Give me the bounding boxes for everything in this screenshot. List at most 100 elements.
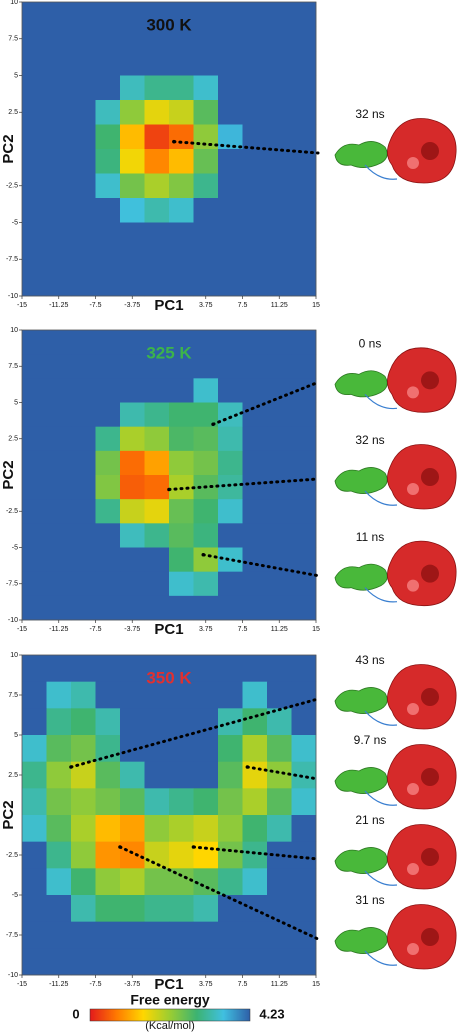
protein-helix bbox=[421, 768, 439, 786]
heatmap-cell bbox=[120, 75, 145, 101]
heatmap-cell bbox=[95, 247, 121, 272]
heatmap-cell bbox=[46, 841, 72, 869]
heatmap-cell bbox=[22, 222, 47, 248]
heatmap-cell bbox=[144, 330, 170, 355]
annotation-point bbox=[201, 552, 206, 557]
heatmap-cell bbox=[242, 523, 268, 548]
protein-linker bbox=[364, 490, 398, 506]
heatmap-cell bbox=[22, 841, 47, 869]
heatmap-cell bbox=[267, 571, 292, 597]
heatmap-cell bbox=[22, 330, 47, 355]
heatmap-cell bbox=[169, 815, 194, 842]
heatmap-cell bbox=[71, 198, 96, 223]
heatmap-cell bbox=[120, 708, 145, 736]
heatmap-cell bbox=[46, 198, 72, 223]
annotation-line bbox=[118, 845, 320, 941]
heatmap-cell bbox=[193, 100, 219, 125]
heatmap-cell bbox=[71, 841, 96, 869]
heatmap-cell bbox=[71, 222, 96, 248]
heatmap-cell bbox=[193, 378, 219, 403]
heatmap-cell bbox=[291, 75, 317, 101]
heatmap-cell bbox=[218, 26, 243, 52]
x-axis-label: PC1 bbox=[154, 621, 183, 638]
heatmap-cell bbox=[169, 173, 194, 199]
heatmap-cell bbox=[267, 247, 292, 272]
heatmap-cell bbox=[267, 173, 292, 199]
heatmap-cell bbox=[242, 75, 268, 101]
heatmap-cell bbox=[169, 761, 194, 789]
annotation-label: 31 ns bbox=[355, 893, 384, 907]
y-tick-label: -5 bbox=[12, 892, 18, 899]
heatmap-cell bbox=[144, 708, 170, 736]
heatmap-cell bbox=[46, 149, 72, 174]
heatmap-cell bbox=[242, 402, 268, 427]
x-tick-label: 15 bbox=[312, 302, 320, 309]
heatmap-cell bbox=[169, 681, 194, 709]
y-tick-label: -10 bbox=[8, 972, 18, 979]
heatmap-cell bbox=[242, 499, 268, 524]
y-tick-label: 2.5 bbox=[8, 772, 18, 779]
heatmap-cell bbox=[22, 571, 47, 597]
heatmap-cell bbox=[95, 198, 121, 223]
heatmap-cell bbox=[218, 948, 243, 976]
heatmap-cell bbox=[218, 571, 243, 597]
y-tick-label: 10 bbox=[10, 652, 18, 659]
heatmap-cell bbox=[144, 595, 170, 621]
heatmap-cell bbox=[46, 2, 72, 27]
heatmap-cell bbox=[144, 921, 170, 949]
heatmap-cell bbox=[71, 788, 96, 816]
heatmap-cell bbox=[95, 354, 121, 379]
heatmap-cell bbox=[46, 708, 72, 736]
heatmap-cell bbox=[120, 402, 145, 427]
annotation-point bbox=[167, 487, 171, 492]
heatmap-cell bbox=[144, 2, 170, 27]
heatmap-cell bbox=[193, 149, 219, 174]
heatmap-cell bbox=[71, 173, 96, 199]
heatmap-cell bbox=[120, 330, 145, 355]
heatmap-cell bbox=[95, 681, 121, 709]
heatmap-cell bbox=[120, 222, 145, 248]
protein-domain-green bbox=[334, 563, 388, 591]
heatmap-cell bbox=[291, 571, 317, 597]
heatmap-cell bbox=[242, 475, 268, 500]
annotation-label: 11 ns bbox=[356, 530, 384, 544]
heatmap-cell bbox=[120, 247, 145, 272]
heatmap-cell bbox=[193, 655, 219, 682]
heatmap-cell bbox=[71, 124, 96, 150]
heatmap-cell bbox=[267, 475, 292, 500]
heatmap-cell bbox=[46, 26, 72, 52]
annotation-point bbox=[69, 765, 73, 769]
heatmap-cell bbox=[242, 124, 268, 150]
heatmap-cell bbox=[120, 450, 145, 476]
heatmap-cell bbox=[46, 124, 72, 150]
heatmap-cell bbox=[291, 708, 317, 736]
heatmap-cell bbox=[169, 330, 194, 355]
heatmap-cell bbox=[267, 450, 292, 476]
protein-helix bbox=[407, 157, 419, 169]
heatmap-cell bbox=[46, 354, 72, 379]
heatmap-cell bbox=[144, 571, 170, 597]
protein-helix bbox=[407, 483, 419, 495]
heatmap-cell bbox=[169, 354, 194, 379]
heatmap-cell bbox=[169, 788, 194, 816]
heatmap-cell bbox=[95, 868, 121, 896]
protein-structure bbox=[334, 904, 457, 970]
x-tick-label: 15 bbox=[312, 981, 320, 988]
heatmap-cell bbox=[169, 26, 194, 52]
y-tick-label: -2.5 bbox=[6, 852, 18, 859]
heatmap-cell bbox=[46, 402, 72, 427]
annotation-label: 0 ns bbox=[359, 337, 382, 351]
heatmap-cell bbox=[218, 475, 243, 500]
heatmap-cell bbox=[242, 815, 268, 842]
heatmap-cell bbox=[291, 100, 317, 125]
heatmap-cell bbox=[46, 868, 72, 896]
x-tick-label: 7.5 bbox=[238, 981, 248, 988]
x-tick-label: -11.25 bbox=[49, 302, 68, 309]
y-tick-label: -5 bbox=[12, 219, 18, 226]
x-tick-label: -7.5 bbox=[89, 981, 101, 988]
heatmap-cell bbox=[22, 354, 47, 379]
heatmap-cell bbox=[144, 354, 170, 379]
heatmap-cell bbox=[71, 75, 96, 101]
heatmap-cell bbox=[22, 149, 47, 174]
